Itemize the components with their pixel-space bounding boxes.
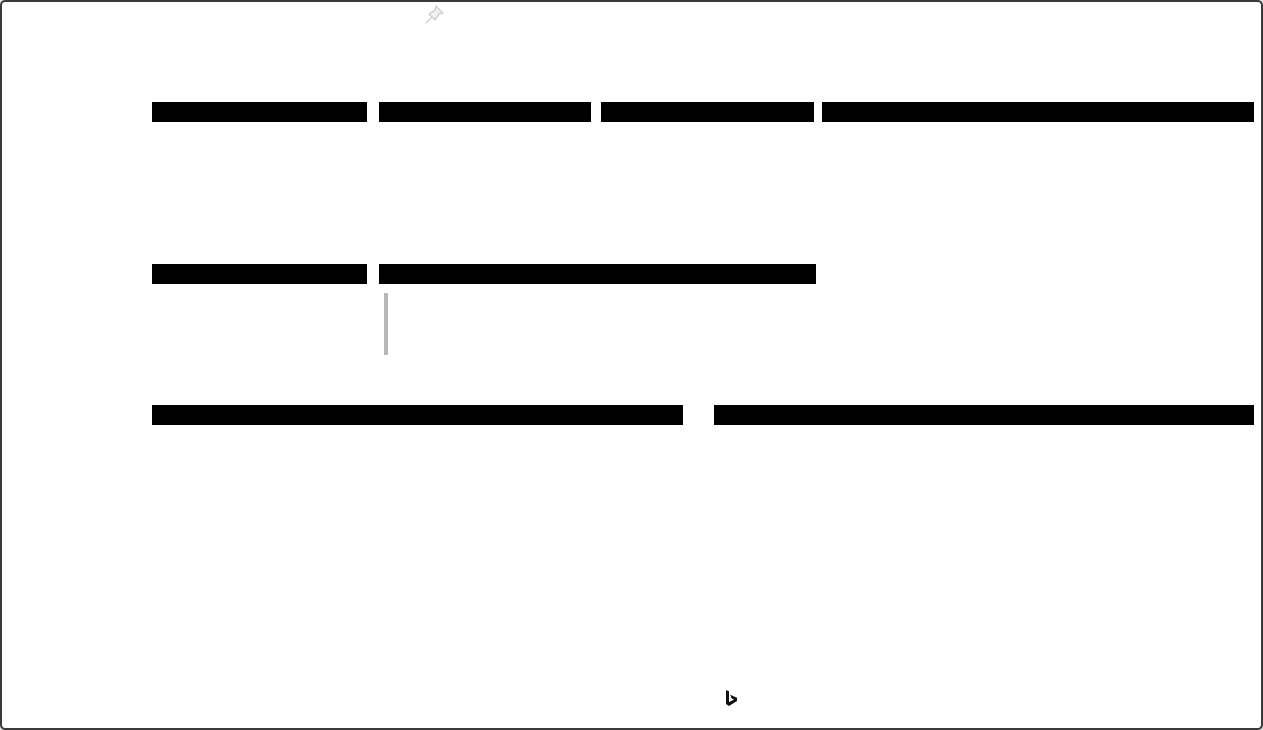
usage-sankey-chart[interactable]	[152, 427, 683, 714]
memory-gauge-chart[interactable]	[379, 122, 591, 237]
memory-gauge-title	[379, 102, 591, 122]
usage-sankey-title	[152, 405, 683, 425]
backups-rule	[384, 293, 388, 355]
network-map-card	[714, 405, 1254, 714]
total-dbs-title	[152, 264, 367, 284]
cpu-gauge-title	[152, 102, 367, 122]
cpu-by-year-title	[822, 102, 1254, 122]
pin-icon[interactable]	[422, 3, 446, 27]
server-slicer	[30, 105, 150, 111]
usage-type-slicer	[30, 407, 150, 413]
database-backups-card	[379, 264, 816, 355]
cpu-by-year-card	[822, 102, 1254, 367]
disk-gauge-chart[interactable]	[601, 122, 814, 237]
bing-logo[interactable]	[725, 690, 742, 708]
bing-icon	[726, 690, 737, 706]
cpu-by-year-legend	[822, 122, 1254, 142]
database-backups-body	[379, 293, 816, 355]
usage-sankey-card	[152, 405, 683, 714]
cpu-gauge-chart[interactable]	[152, 122, 367, 237]
disk-gauge-card	[601, 102, 814, 237]
database-backups-title	[379, 264, 816, 284]
total-dbs-card	[152, 264, 367, 352]
network-map-title	[714, 405, 1254, 425]
network-map[interactable]	[717, 427, 1252, 714]
cpu-by-year-chart[interactable]	[824, 142, 1252, 360]
network-map-chart[interactable]	[717, 427, 1252, 714]
memory-gauge-card	[379, 102, 591, 237]
disk-gauge-title	[601, 102, 814, 122]
cpu-gauge-card	[152, 102, 367, 237]
